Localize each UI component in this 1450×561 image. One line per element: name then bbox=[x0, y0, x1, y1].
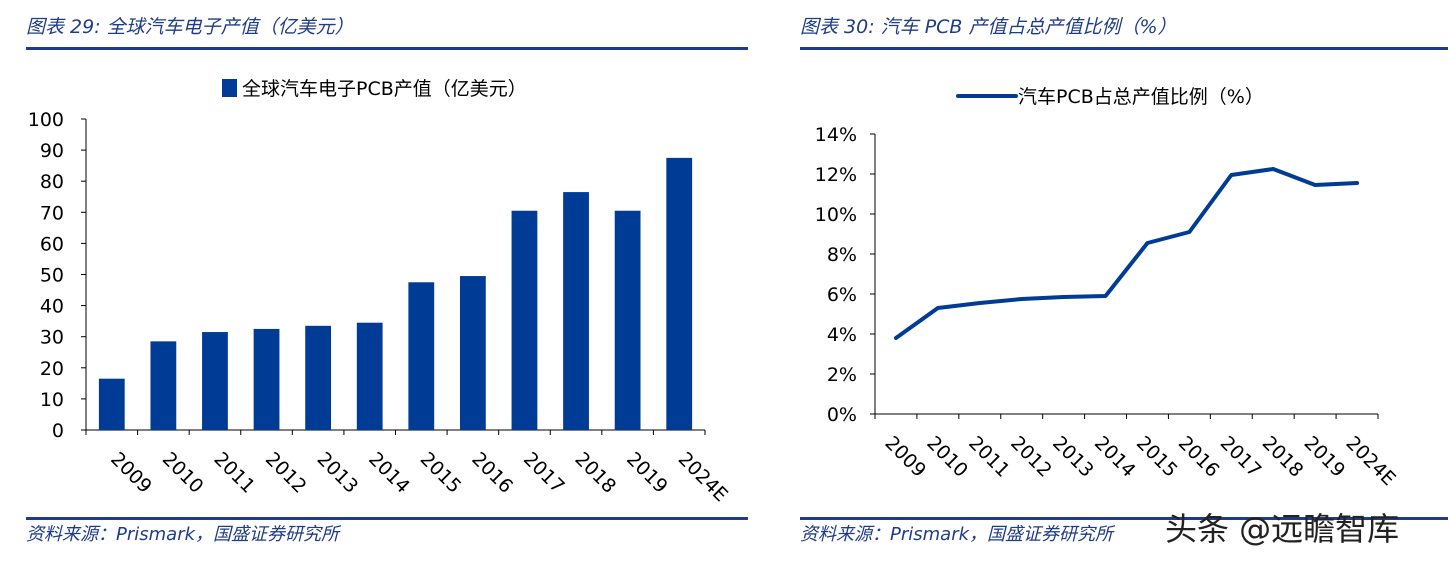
x-tick-label: 2017 bbox=[1216, 432, 1266, 482]
watermark: 头条 @远瞻智库 bbox=[1165, 510, 1400, 548]
bar-2017 bbox=[511, 210, 538, 430]
point-2014 bbox=[1104, 294, 1108, 298]
bar-2024E bbox=[666, 157, 693, 430]
x-tick-label: 2018 bbox=[1258, 432, 1308, 482]
y-tick-label: 10 bbox=[40, 389, 64, 411]
x-tick-label: 2012 bbox=[1006, 432, 1056, 482]
source-divider bbox=[800, 517, 1448, 520]
x-tick-label: 2009 bbox=[106, 448, 156, 498]
x-tick-label: 2019 bbox=[1300, 432, 1350, 482]
y-tick-label: 60 bbox=[40, 233, 64, 255]
bar-2012 bbox=[253, 328, 280, 430]
y-tick-label: 12% bbox=[815, 164, 857, 186]
x-tick-label: 2024E bbox=[1342, 432, 1400, 490]
y-tick-label: 6% bbox=[827, 284, 857, 306]
y-tick-label: 2% bbox=[827, 364, 857, 386]
y-tick-label: 90 bbox=[40, 140, 64, 162]
y-tick-label: 50 bbox=[40, 265, 64, 287]
bar-2014 bbox=[356, 322, 383, 430]
y-tick-label: 70 bbox=[40, 202, 64, 224]
title-divider bbox=[26, 47, 748, 50]
x-tick-label: 2019 bbox=[622, 448, 672, 498]
point-2018 bbox=[1271, 167, 1275, 171]
line-chart-panel: 图表 30: 汽车 PCB 产值占总产值比例（%） 0% 2% 4% 6% 8% 10% 1… bbox=[780, 0, 1450, 561]
legend-label: 汽车PCB占总产值比例（%） bbox=[1018, 86, 1264, 108]
bar-2015 bbox=[408, 282, 435, 430]
bar-2010 bbox=[150, 341, 177, 430]
y-tick-label: 80 bbox=[40, 171, 64, 193]
point-2011 bbox=[978, 301, 982, 305]
x-tick-label: 2013 bbox=[313, 448, 363, 498]
bar-2009 bbox=[98, 378, 125, 430]
y-tick-label: 40 bbox=[40, 296, 64, 318]
source-note: 资料来源：Prismark，国盛证券研究所 bbox=[26, 524, 340, 545]
y-tick-label: 4% bbox=[827, 324, 857, 346]
x-tick-label: 2010 bbox=[158, 448, 208, 498]
bar-2018 bbox=[563, 192, 589, 430]
y-tick-label: 8% bbox=[827, 244, 857, 266]
point-2016 bbox=[1187, 230, 1191, 234]
bar-2019 bbox=[614, 210, 641, 430]
bar-2011 bbox=[202, 332, 228, 430]
x-tick-label: 2010 bbox=[922, 432, 972, 482]
x-tick-label: 2015 bbox=[416, 448, 466, 498]
y-tick-label: 0 bbox=[52, 420, 64, 442]
x-tick-label: 2016 bbox=[1174, 432, 1224, 482]
point-2010 bbox=[936, 306, 940, 310]
y-tick-label: 10% bbox=[815, 204, 857, 226]
x-tick-label: 2014 bbox=[1090, 432, 1140, 482]
bar-2016 bbox=[459, 276, 486, 430]
y-tick-label: 0% bbox=[827, 404, 857, 426]
point-2012 bbox=[1020, 297, 1024, 301]
x-tick-label: 2011 bbox=[209, 448, 259, 498]
x-tick-label: 2009 bbox=[880, 432, 930, 482]
figure-title: 图表 30: 汽车 PCB 产值占总产值比例（%） bbox=[800, 16, 1177, 38]
x-tick-label: 2017 bbox=[519, 448, 569, 498]
point-2013 bbox=[1062, 295, 1066, 299]
bar-2013 bbox=[305, 325, 332, 430]
x-tick-label: 2013 bbox=[1048, 432, 1098, 482]
legend-swatch bbox=[222, 79, 237, 97]
x-tick-label: 2024E bbox=[674, 448, 732, 506]
y-tick-label: 100 bbox=[28, 109, 64, 131]
y-tick-label: 14% bbox=[815, 124, 857, 146]
x-tick-label: 2015 bbox=[1132, 432, 1182, 482]
x-tick-label: 2016 bbox=[467, 448, 517, 498]
series-line bbox=[893, 167, 1360, 340]
legend-label: 全球汽车电子PCB产值（亿美元） bbox=[242, 78, 527, 100]
point-2017 bbox=[1229, 173, 1233, 177]
point-2015 bbox=[1145, 241, 1149, 245]
point-2019 bbox=[1313, 183, 1317, 187]
x-tick-label: 2011 bbox=[964, 432, 1014, 482]
y-tick-label: 20 bbox=[40, 358, 64, 380]
x-tick-label: 2014 bbox=[364, 448, 414, 498]
point-2009 bbox=[894, 336, 898, 340]
point-2024E bbox=[1355, 181, 1359, 185]
x-tick-label: 2012 bbox=[261, 448, 311, 498]
bar-chart-panel: 图表 29: 全球汽车电子产值（亿美元） 0 10 20 30 40 50 60 70 80 90… bbox=[26, 16, 748, 545]
source-divider bbox=[26, 517, 748, 520]
title-divider bbox=[800, 47, 1448, 50]
x-tick-label: 2018 bbox=[571, 448, 621, 498]
y-tick-label: 30 bbox=[40, 327, 64, 349]
figure-title: 图表 29: 全球汽车电子产值（亿美元） bbox=[26, 16, 354, 38]
source-note: 资料来源：Prismark，国盛证券研究所 bbox=[800, 524, 1114, 545]
line-chart: 0%2%4%6%8%10%12%14%200920102011201220132… bbox=[815, 86, 1400, 490]
